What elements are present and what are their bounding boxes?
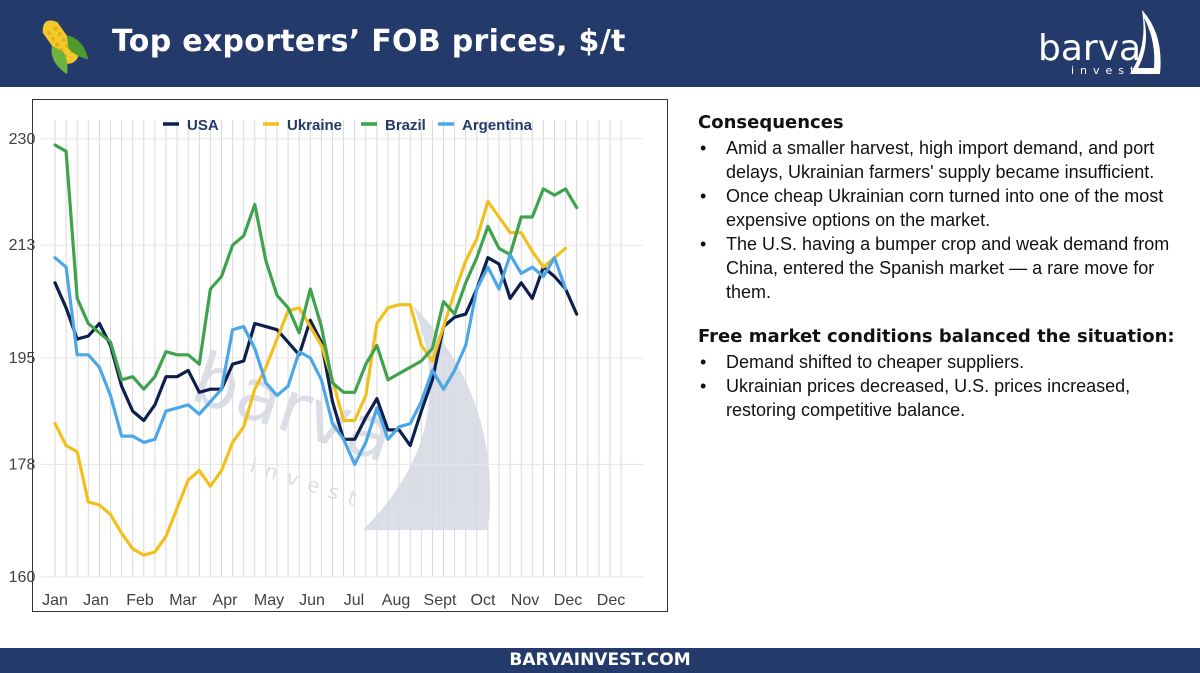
footer-url[interactable]: BARVAINVEST.COM: [0, 650, 1200, 670]
x-tick-label: Jan: [83, 592, 109, 609]
brand-sub: invest: [1071, 64, 1140, 77]
list-item: • Ukrainian prices decreased, U.S. prices…: [698, 374, 1178, 422]
x-tick-label: Aug: [382, 592, 410, 609]
bullet: •: [700, 184, 706, 208]
y-tick-label: 230: [9, 131, 36, 148]
brand-logo: barva invest: [1026, 4, 1176, 84]
x-tick-label: Jan: [42, 592, 68, 609]
price-chart: barva invest USA Ukraine Brazil Argentina J…: [33, 100, 669, 613]
x-tick-label: Apr: [213, 592, 239, 609]
bullet: •: [700, 374, 706, 398]
list-item: • The U.S. having a bumper crop and weak …: [698, 232, 1178, 304]
x-tick-label: Sept: [424, 592, 457, 609]
legend-label: USA: [187, 117, 219, 134]
x-tick-label: Feb: [126, 592, 154, 609]
list-item: • Amid a smaller harvest, high import dem…: [698, 136, 1178, 184]
chart-frame: barva invest USA Ukraine Brazil Argentina J…: [32, 99, 668, 612]
y-tick-label: 213: [9, 237, 36, 254]
x-tick-label: Nov: [511, 592, 539, 609]
x-tick-label: Dec: [597, 592, 625, 609]
corn-icon: [30, 12, 92, 74]
page-title: Top exporters’ FOB prices, $/t: [112, 24, 626, 59]
x-tick-label: Oct: [471, 592, 496, 609]
list-item: • Demand shifted to cheaper suppliers.: [698, 350, 1178, 374]
legend-label: Ukraine: [287, 117, 342, 134]
x-tick-label: Dec: [554, 592, 582, 609]
y-axis: 160 178 195 213 230: [0, 99, 34, 673]
brand-name: barva: [1038, 28, 1141, 69]
legend-label: Argentina: [462, 117, 533, 134]
y-tick-label: 160: [9, 569, 36, 586]
y-tick-label: 178: [9, 456, 36, 473]
free-market-heading: Free market conditions balanced the situ…: [698, 326, 1178, 348]
legend-label: Brazil: [385, 117, 426, 134]
bullet: •: [700, 232, 706, 256]
notes-panel: Consequences • Amid a smaller harvest, hi…: [698, 112, 1178, 422]
footer-bar: BARVAINVEST.COM: [0, 648, 1200, 673]
x-tick-label: Jun: [299, 592, 325, 609]
x-tick-label: Jul: [344, 592, 364, 609]
x-tick-label: Mar: [169, 592, 197, 609]
bullet: •: [700, 350, 706, 374]
series-line-brazil: [55, 145, 577, 392]
consequences-heading: Consequences: [698, 112, 1178, 134]
bullet: •: [700, 136, 706, 160]
x-tick-label: May: [254, 592, 284, 609]
header-bar: Top exporters’ FOB prices, $/t barva inv…: [0, 0, 1200, 87]
y-tick-label: 195: [9, 350, 36, 367]
list-item: • Once cheap Ukrainian corn turned into o…: [698, 184, 1178, 232]
consequences-list: • Amid a smaller harvest, high import dem…: [698, 136, 1178, 304]
free-market-list: • Demand shifted to cheaper suppliers. • U…: [698, 350, 1178, 422]
